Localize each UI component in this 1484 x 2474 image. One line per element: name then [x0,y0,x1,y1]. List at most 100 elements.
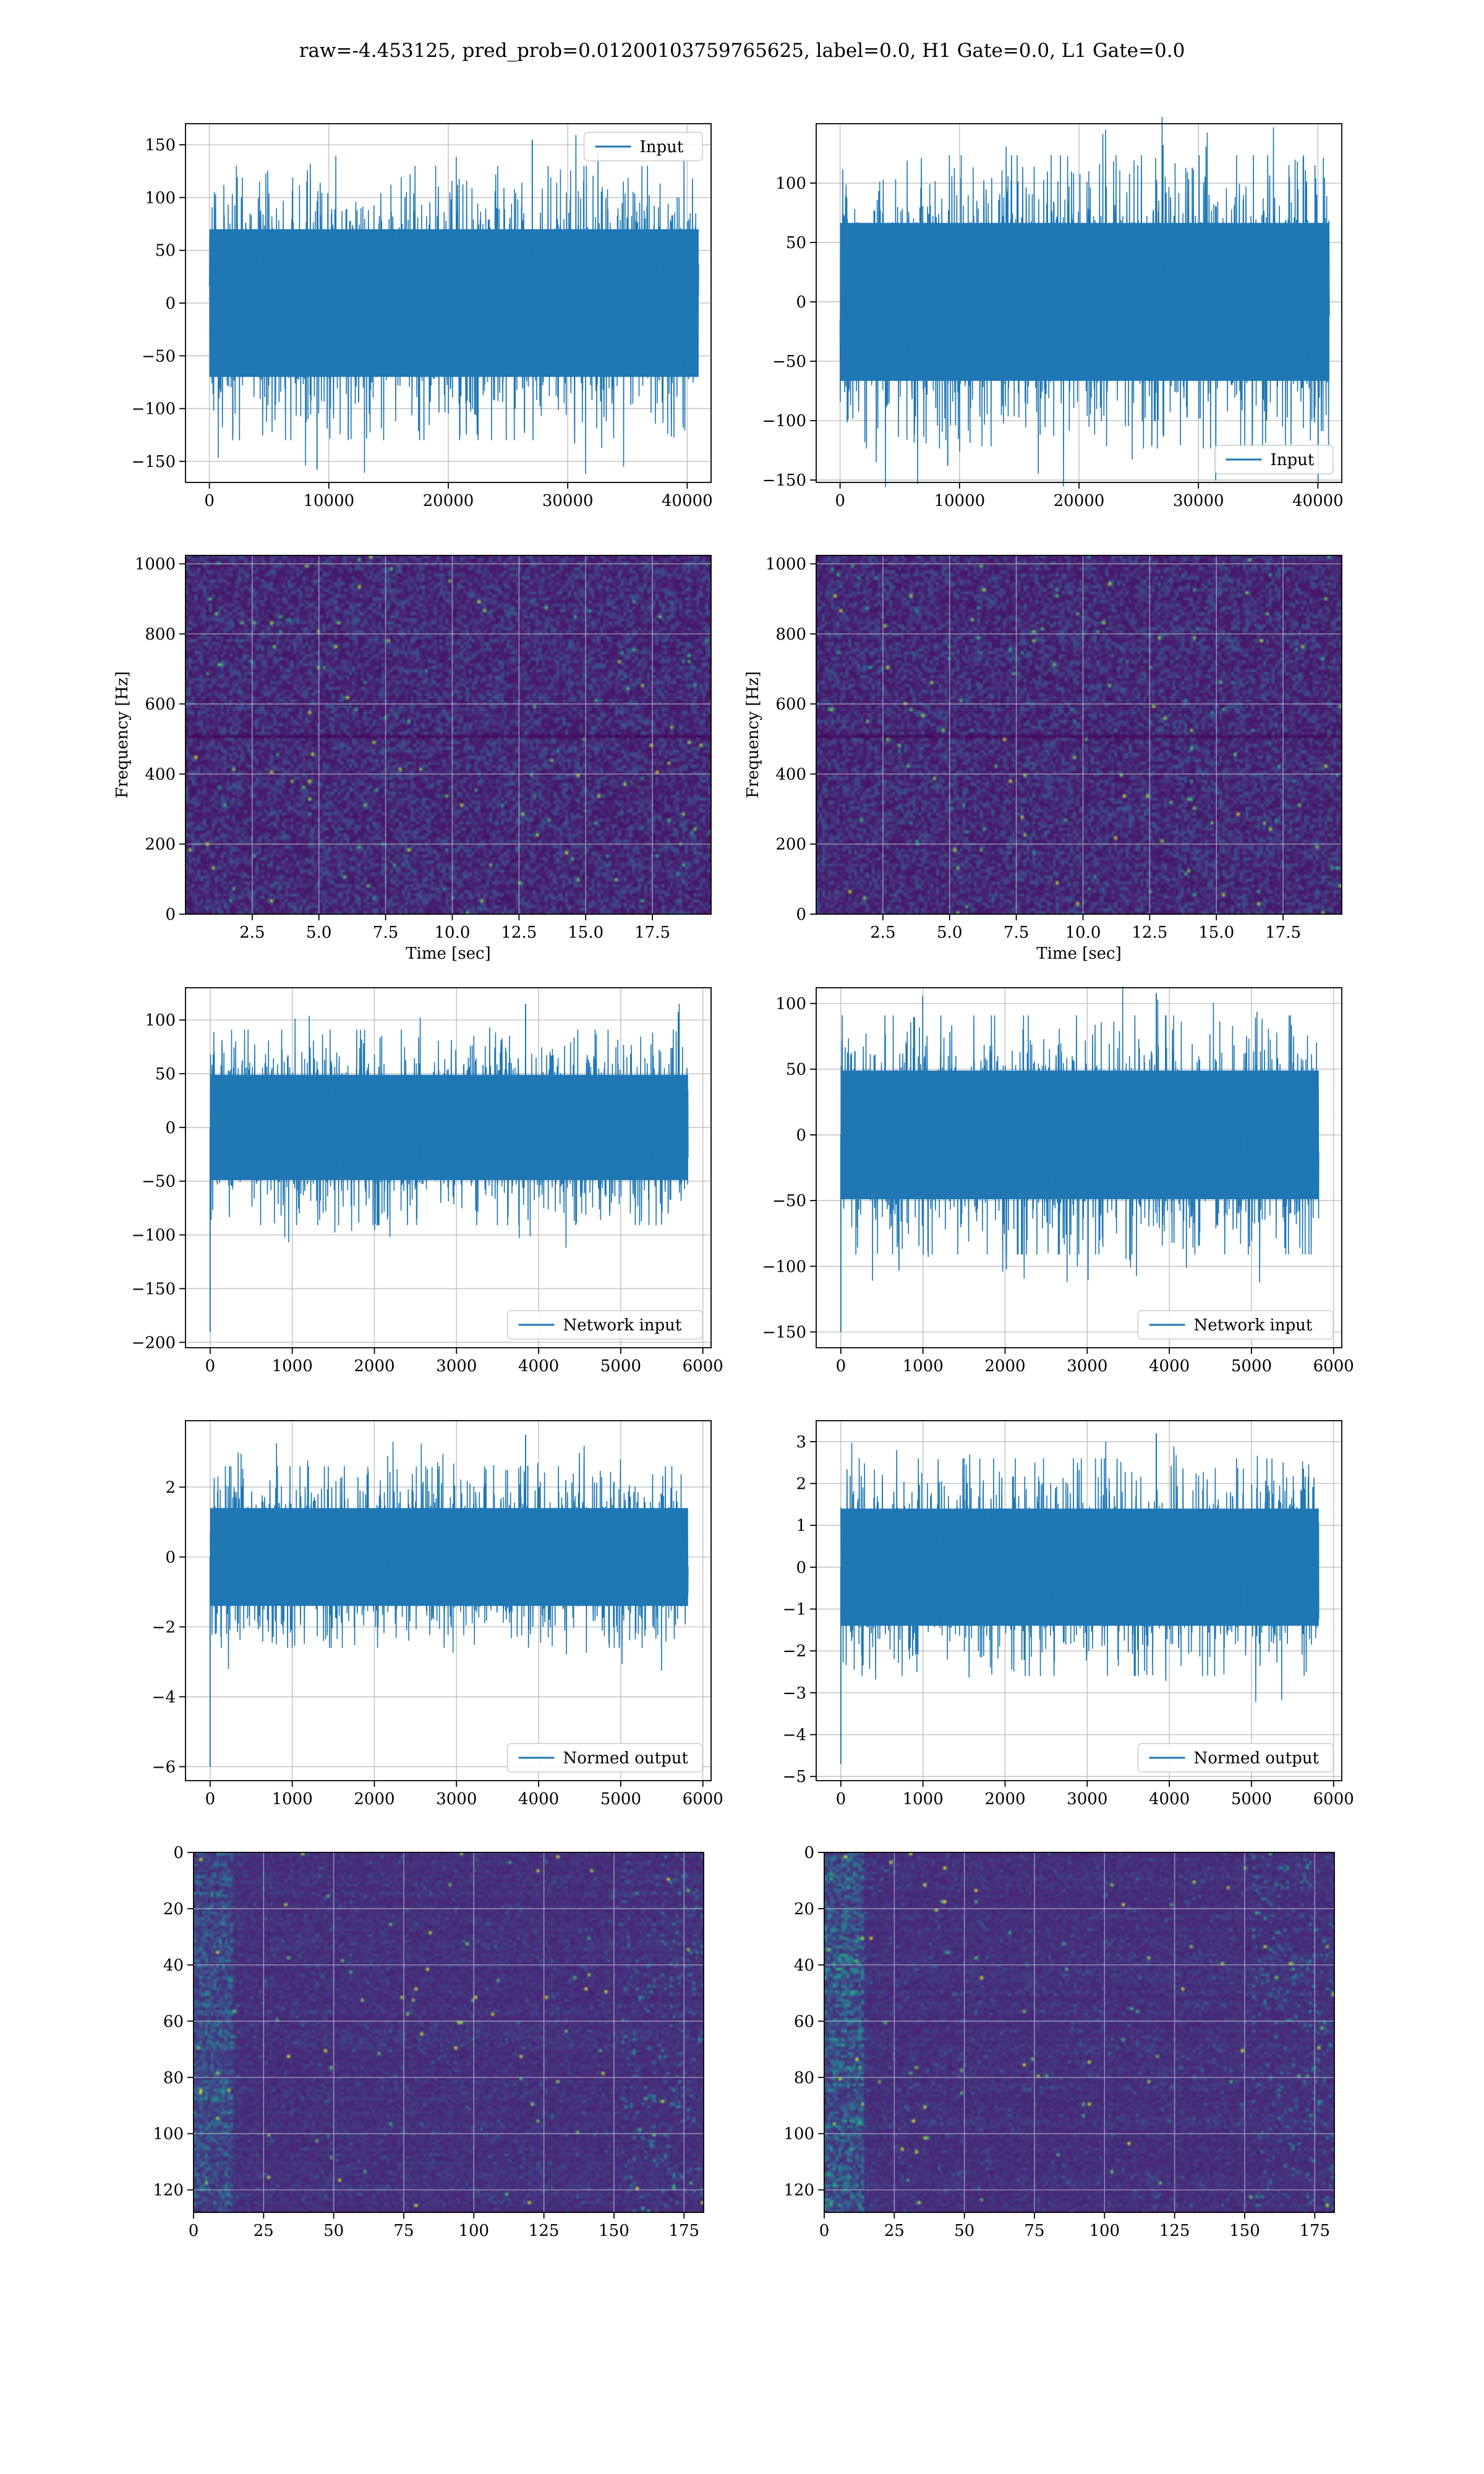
h1-spectrogram-xtick-label-3: 10.0 [435,923,471,942]
l1-feature-map-ytick-label-2: 40 [794,1956,814,1975]
l1-normed-output-xtick-label-3: 3000 [1067,1790,1107,1808]
l1-feature-map-plot: 0 25 50 75 100 125 150 175 0 20 40 60 80 100 120 [783,1844,1335,2240]
l1-spectrogram-ytick-label-5: 1000 [765,555,806,574]
h1-feature-map-xtick-label-3: 75 [393,2222,414,2240]
h1-input-xtick-label-0: 0 [204,492,215,510]
l1-input-signal-line [839,116,1330,487]
l1-normed-output-legend-box [1137,1743,1334,1773]
figure-title: raw=-4.453125, pred_prob=0.0120010375976… [299,40,1185,62]
h1-normed-output-plot: Normed output 0 1000 2000 3000 4000 5000 6000 −6… [152,1420,723,1808]
h1-spectrogram-frame [185,555,712,915]
l1-input-xtick-label-2: 20000 [1054,492,1105,510]
l1-normed-output-ytick-label-5: 0 [796,1559,806,1577]
h1-normed-output-legend-label: Normed output [563,1749,689,1768]
l1-input-ytick-label-3: 0 [796,293,806,312]
l1-network-input-xtick-label-6: 6000 [1313,1357,1354,1376]
l1-network-input-xtick-label-5: 5000 [1231,1357,1272,1376]
h1-spectrogram-ytick-label-4: 800 [145,625,176,644]
h1-normed-output-ytick-label-4: 2 [165,1478,176,1497]
h1-feature-map-ytick-label-0: 0 [173,1844,184,1862]
l1-input-xtick-label-0: 0 [835,492,845,510]
h1-input-xtick-label-1: 10000 [303,492,354,510]
h1-network-input-signal-line [210,1003,689,1248]
l1-feature-map-ytick-label-1: 20 [794,1900,814,1919]
h1-spectrogram-xtick-label-1: 5.0 [306,923,331,942]
l1-normed-output-ytick-label-3: −2 [783,1642,806,1661]
l1-normed-output-legend: Normed output [1137,1743,1334,1773]
l1-spectrogram-ytick-label-4: 800 [775,625,806,644]
l1-input-ytick-label-2: −50 [772,353,806,371]
h1-input-ytick-label-1: −100 [132,400,176,419]
l1-network-input-ytick-label-2: −50 [772,1192,806,1210]
l1-feature-map-ytick-label-0: 0 [804,1844,814,1862]
h1-feature-map-ytick-label-6: 120 [153,2181,184,2200]
l1-input-ytick-label-0: −150 [762,471,806,490]
l1-network-input-ytick-label-3: 0 [796,1126,806,1145]
h1-feature-map-xtick-label-6: 150 [599,2222,629,2240]
l1-feature-map-ytick-label-6: 120 [783,2181,814,2200]
h1-spectrogram-xtick-label-4: 12.5 [501,923,537,942]
h1-input-ytick-label-6: 150 [145,136,176,155]
l1-feature-map-xtick-label-7: 175 [1299,2222,1330,2240]
h1-feature-map-ytick-label-5: 100 [153,2125,184,2144]
l1-feature-map-heatmap-image [824,1852,1334,2212]
l1-network-input-legend-label: Network input [1194,1316,1313,1335]
h1-network-input-xtick-label-3: 3000 [436,1357,477,1376]
h1-network-input-legend-label: Network input [563,1316,682,1335]
l1-spectrogram-xtick-label-5: 15.0 [1198,923,1234,942]
h1-input-legend-box [583,132,703,161]
h1-input-ytick-label-5: 100 [145,189,176,207]
l1-normed-output-xtick-label-5: 5000 [1231,1790,1272,1808]
h1-normed-output-legend-box [506,1743,703,1773]
l1-normed-output-ytick-label-1: −4 [783,1726,806,1745]
h1-network-input-ytick-label-3: −50 [142,1173,176,1191]
h1-spectrogram-xlabel: Time [sec] [406,944,491,963]
l1-network-input-legend-box [1137,1310,1334,1340]
h1-normed-output-ytick-label-3: 0 [165,1548,176,1567]
l1-feature-map-xtick-label-4: 100 [1089,2222,1120,2240]
h1-input-xtick-label-2: 20000 [423,492,474,510]
l1-spectrogram-xtick-label-2: 7.5 [1004,923,1029,942]
l1-normed-output-signal-line [840,1442,1320,1702]
h1-spectrogram-xtick-label-0: 2.5 [239,923,265,942]
l1-spectrogram-xtick-label-1: 5.0 [937,923,962,942]
l1-spectrogram-frame [816,555,1342,915]
l1-feature-map-xtick-label-6: 150 [1229,2222,1260,2240]
h1-network-input-xtick-label-6: 6000 [683,1357,723,1376]
l1-network-input-xtick-label-3: 3000 [1067,1357,1107,1376]
l1-spectrogram-ylabel: Frequency [Hz] [744,671,762,798]
l1-normed-output-ytick-label-2: −3 [783,1684,806,1703]
h1-network-input-ytick-label-6: 100 [145,1011,176,1030]
l1-normed-output-xtick-label-1: 1000 [903,1790,944,1808]
l1-network-input-ytick-label-4: 50 [786,1061,806,1079]
h1-input-plot: Input 0 10000 20000 30000 40000 −150 −100 −50 0 50… [132,123,713,510]
l1-feature-map-ytick-label-3: 60 [794,2013,814,2031]
h1-spectrogram-ytick-label-2: 400 [145,765,176,784]
h1-normed-output-signal-line [210,1441,689,1671]
l1-feature-map-frame [824,1852,1335,2213]
h1-spectrogram-xtick-label-6: 17.5 [634,923,670,942]
l1-normed-output-xtick-label-4: 4000 [1149,1790,1190,1808]
h1-feature-map-heatmap-image [194,1852,704,2212]
h1-feature-map-xtick-label-0: 0 [189,2222,199,2240]
h1-feature-map-ytick-label-4: 80 [163,2069,184,2087]
l1-network-input-xtick-label-1: 1000 [903,1357,944,1376]
h1-spectrogram-xtick-label-2: 7.5 [373,923,398,942]
h1-network-input-xtick-label-2: 2000 [354,1357,394,1376]
h1-network-input-ytick-label-2: −100 [132,1226,176,1245]
l1-input-legend: Input [1214,445,1334,474]
l1-input-legend-box [1214,445,1334,474]
l1-spectrogram-xtick-label-3: 10.0 [1065,923,1101,942]
h1-spectrogram-ylabel: Frequency [Hz] [113,671,132,798]
h1-normed-output-xtick-label-2: 2000 [354,1790,394,1808]
l1-network-input-ytick-label-0: −150 [762,1324,806,1342]
l1-input-ytick-label-4: 50 [786,234,806,252]
l1-feature-map-xtick-label-0: 0 [819,2222,830,2240]
l1-feature-map-xtick-label-1: 25 [884,2222,905,2240]
l1-normed-output-plot: Normed output 0 1000 2000 3000 4000 5000 6000 −5… [783,1420,1354,1808]
h1-input-ytick-label-0: −150 [132,453,176,471]
h1-normed-output-ytick-label-0: −6 [152,1758,176,1776]
h1-normed-output-xtick-label-5: 5000 [600,1790,641,1808]
h1-normed-output-xtick-label-1: 1000 [272,1790,313,1808]
l1-spectrogram-xtick-label-4: 12.5 [1132,923,1167,942]
